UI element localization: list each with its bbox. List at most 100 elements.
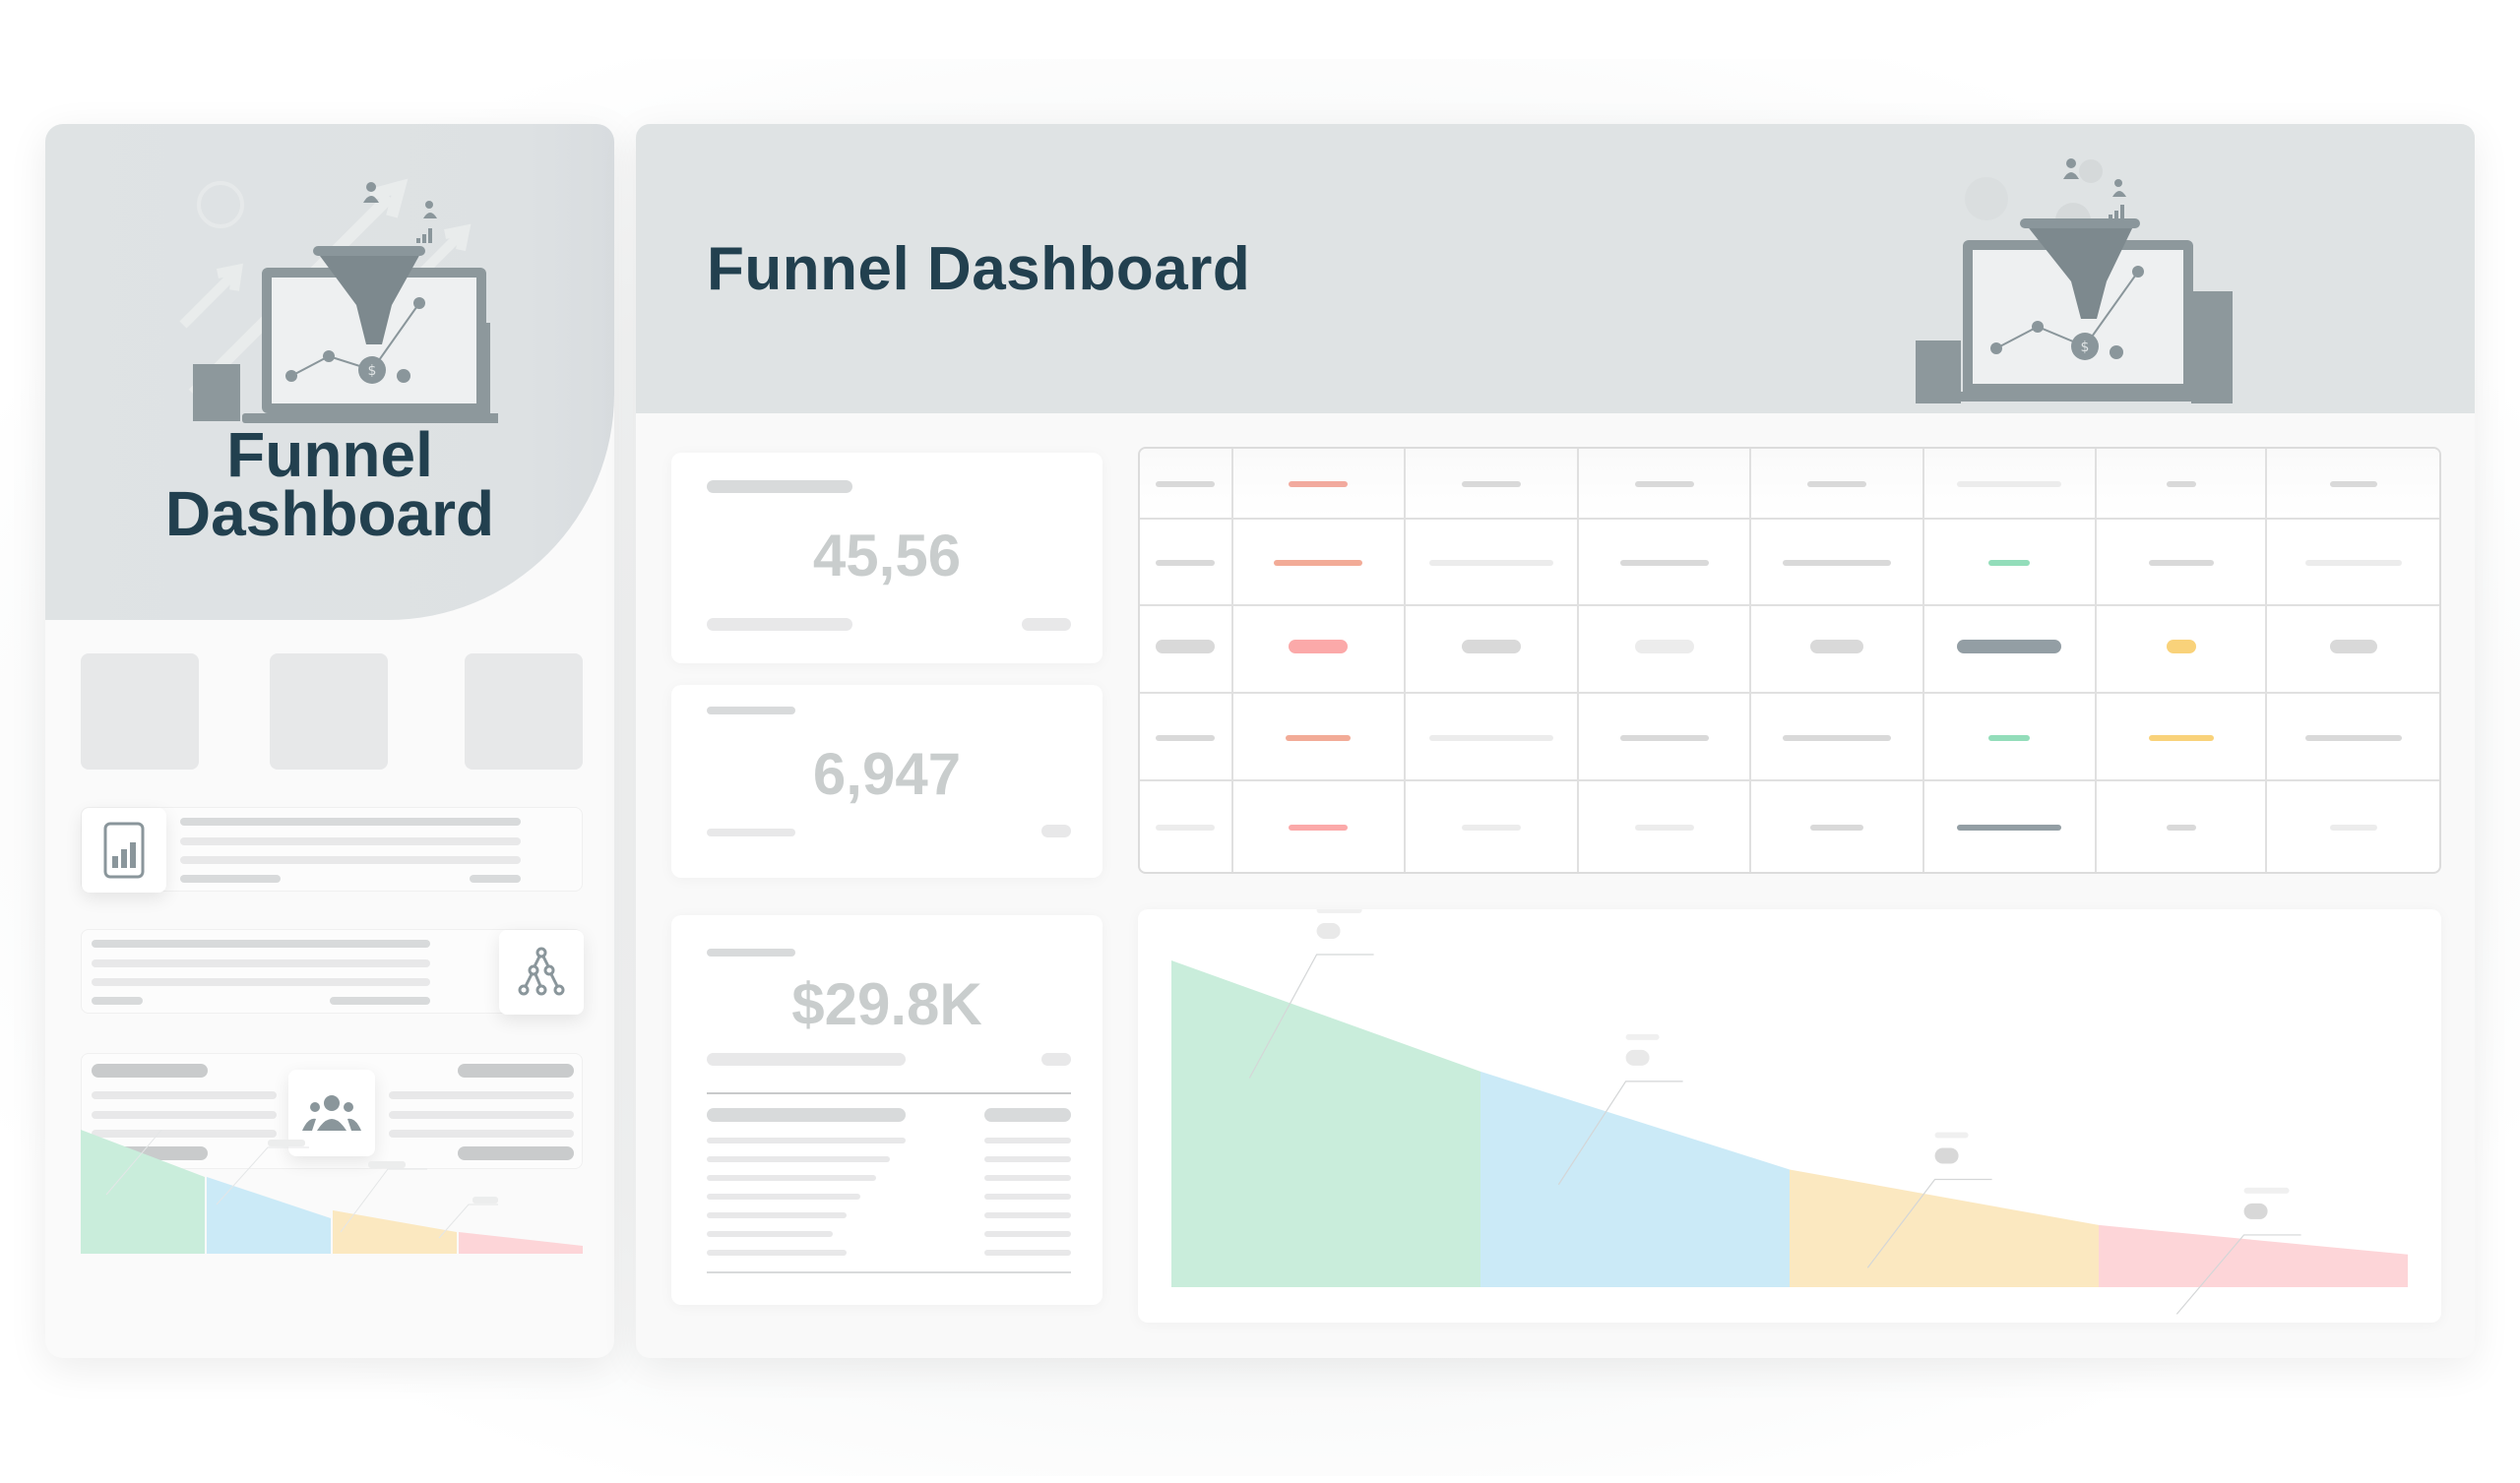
table-cell [1576,604,1752,695]
funnel-stage-4[interactable] [2099,1224,2408,1287]
breakdown-row [984,1231,1071,1237]
callout-label-placeholder [2243,1187,2290,1194]
cell-value-placeholder [1156,480,1216,487]
callout-line [2175,1234,2301,1315]
thumbnail-1[interactable] [81,653,199,770]
stat-value: 6,947 [812,741,962,807]
breakdown-header [707,1108,906,1122]
cell-value-placeholder [1809,640,1863,654]
text-placeholder [470,875,521,883]
table-cell [2095,604,2268,695]
stat-card-3[interactable]: $29.8K [671,915,1102,1305]
text-placeholder [92,978,430,986]
analytics-icon-box [82,808,166,893]
sidebar-preview-panel: $ Funnel Dashboard [45,124,614,1358]
thumbnail-3[interactable] [465,653,583,770]
text-placeholder [389,1091,574,1099]
table-row[interactable] [1140,517,2439,607]
text-placeholder [330,997,430,1005]
breakdown-row [707,1175,876,1181]
cell-value-placeholder [1957,825,2062,832]
stat-card-2[interactable]: 6,947 [671,685,1102,878]
text-placeholder [389,1130,574,1138]
breakdown-row [984,1175,1071,1181]
cell-value-placeholder [1619,560,1709,567]
cell-value-placeholder [1286,734,1352,741]
breakdown-row [984,1212,1071,1218]
mini-funnel-chart [81,1130,583,1254]
hierarchy-icon-box [499,930,584,1015]
info-card-hierarchy[interactable] [81,929,584,1015]
table-cell [1749,692,1924,782]
stat-value: $29.8K [791,971,982,1037]
cell-value-placeholder [1957,640,2062,654]
table-cell [1140,692,1233,782]
cell-value-placeholder [2304,734,2402,741]
cell-value-placeholder [1156,560,1216,567]
callout-value-placeholder [1625,1049,1650,1066]
breakdown-row [707,1138,906,1143]
stat-value: 45,56 [812,523,962,588]
funnel-area-chart [1171,907,2408,1315]
cell-value-placeholder [1289,825,1349,832]
stat-label-placeholder [707,707,795,714]
cell-value-placeholder [2166,640,2196,654]
funnel-stage-1[interactable] [1171,960,1480,1287]
cell-value-placeholder [1289,480,1349,487]
cell-value-placeholder [1782,560,1891,567]
text-placeholder [92,940,430,948]
table-cell [1576,449,1752,520]
breakdown-row [707,1156,890,1162]
text-placeholder [180,818,521,826]
table-row[interactable] [1140,692,2439,782]
funnel-stage-3[interactable] [1790,1169,2099,1287]
table-cell [2095,692,2268,782]
stat-label-placeholder [707,949,795,957]
dashboard-header: Funnel Dashboard $ [636,124,2475,413]
breakdown-row [984,1194,1071,1200]
table-cell [2095,779,2268,872]
users-group-icon [302,1095,361,1131]
table-row[interactable] [1140,779,2439,872]
funnel-stage-2[interactable] [1480,1071,1790,1287]
text-placeholder [389,1111,574,1119]
table-row[interactable] [1140,604,2439,695]
callout-line [1866,1178,1992,1268]
info-card-analytics[interactable] [81,807,583,893]
sidebar-title: Funnel Dashboard [45,423,614,545]
table-cell [1922,779,2098,872]
table-cell [1404,517,1579,607]
text-placeholder [458,1064,574,1078]
text-placeholder [92,1130,277,1138]
text-placeholder [180,856,521,864]
text-placeholder [458,1146,574,1160]
callout-line [1557,1081,1683,1186]
cell-value-placeholder [1634,480,1694,487]
svg-text:$: $ [2081,340,2090,355]
callout-value-placeholder [1316,923,1341,939]
stat-badge-placeholder [1041,825,1071,837]
table-cell [1140,449,1233,520]
stat-subtext-placeholder [707,618,852,631]
cell-value-placeholder [2329,480,2377,487]
table-cell [1576,517,1752,607]
table-cell [2265,779,2439,872]
cell-value-placeholder [1289,640,1349,654]
thumbnail-2[interactable] [270,653,388,770]
callout-label-placeholder [1316,907,1362,913]
cell-value-placeholder [1634,640,1694,654]
data-table [1138,447,2441,874]
divider [707,1092,1071,1094]
table-cell [2095,517,2268,607]
table-cell [1404,604,1579,695]
table-header-row [1140,449,2439,520]
funnel-chart-card [1138,907,2441,1323]
cell-value-placeholder [1461,825,1521,832]
breakdown-row [707,1250,847,1256]
text-placeholder [180,837,521,845]
cell-value-placeholder [1156,734,1216,741]
cell-value-placeholder [1988,734,2031,741]
stat-card-1[interactable]: 45,56 [671,453,1102,663]
table-cell [1230,449,1407,520]
table-cell [1230,779,1407,872]
